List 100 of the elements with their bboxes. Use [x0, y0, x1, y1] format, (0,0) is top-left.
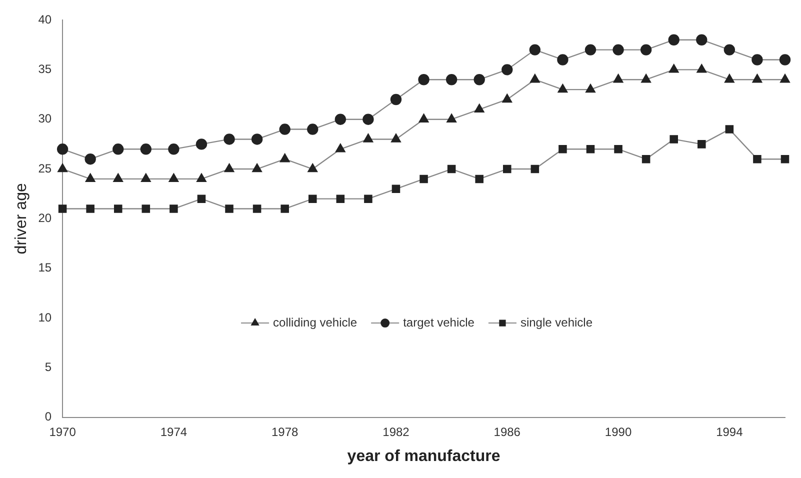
point: [362, 114, 374, 125]
legend-label: colliding vehicle: [273, 315, 358, 330]
point: [391, 134, 401, 142]
point: [530, 74, 540, 83]
point: [140, 144, 152, 155]
point: [670, 135, 678, 144]
point: [252, 163, 262, 172]
point: [584, 44, 596, 56]
point: [418, 74, 430, 86]
point: [780, 154, 790, 164]
point: [502, 64, 513, 76]
point: [613, 74, 624, 83]
x-tick-label: 1986: [494, 424, 521, 439]
point: [725, 125, 734, 134]
point: [58, 163, 68, 172]
y-tick-label: 35: [38, 62, 52, 76]
point: [168, 144, 180, 155]
point: [142, 204, 150, 213]
point: [668, 34, 680, 46]
x-tick-label: 1974: [160, 424, 188, 439]
point: [668, 64, 679, 73]
point: [363, 134, 374, 142]
point: [225, 204, 234, 213]
x-tick-label: 1990: [604, 424, 632, 439]
point: [112, 144, 124, 155]
point: [698, 140, 706, 148]
point: [140, 173, 151, 182]
point: [56, 144, 68, 155]
point: [334, 114, 346, 125]
point: [529, 44, 541, 56]
x-tick-label: 1982: [382, 424, 410, 439]
point: [308, 163, 318, 172]
point: [586, 145, 595, 154]
point: [279, 124, 290, 135]
point: [558, 84, 568, 93]
point: [336, 194, 345, 203]
y-tick-label: 25: [38, 161, 52, 176]
point: [641, 74, 651, 83]
point: [197, 194, 206, 203]
point: [696, 64, 707, 73]
legend-label: single vehicle: [520, 315, 593, 330]
point: [446, 114, 456, 122]
point: [780, 74, 790, 83]
point: [84, 153, 96, 165]
x-tick-label: 1978: [271, 424, 299, 439]
point: [724, 74, 734, 83]
point: [308, 194, 317, 203]
point: [85, 173, 96, 182]
point: [364, 194, 372, 203]
point: [502, 94, 512, 103]
point: [586, 84, 596, 93]
point: [446, 74, 458, 86]
x-axis-title: year of manufacture: [347, 448, 500, 465]
point: [612, 44, 624, 56]
point: [335, 144, 346, 152]
point: [640, 44, 652, 56]
y-tick-label: 15: [38, 260, 52, 275]
x-tick-label: 1994: [716, 424, 744, 439]
point: [420, 174, 428, 184]
point: [251, 134, 263, 145]
point: [530, 164, 540, 174]
point: [475, 174, 484, 184]
point: [418, 114, 429, 122]
point: [503, 164, 512, 174]
point: [752, 54, 763, 66]
point: [224, 134, 235, 145]
y-tick-label: 40: [38, 12, 52, 26]
point: [779, 54, 791, 66]
legend-label: target vehicle: [403, 315, 475, 330]
point: [86, 204, 94, 213]
point: [474, 104, 484, 113]
point: [170, 204, 178, 213]
point: [196, 138, 208, 150]
point: [474, 74, 485, 86]
point: [642, 154, 650, 164]
point: [280, 153, 290, 162]
point: [614, 145, 622, 154]
point: [753, 154, 762, 164]
point: [557, 54, 568, 66]
point: [724, 44, 736, 56]
point: [114, 204, 122, 213]
point: [696, 34, 708, 46]
y-tick-label: 20: [38, 211, 52, 226]
point: [252, 204, 262, 213]
y-tick-label: 10: [38, 310, 52, 324]
y-tick-label: 0: [44, 410, 52, 424]
point: [224, 163, 234, 172]
point: [392, 184, 400, 194]
x-tick-label: 1970: [49, 424, 76, 439]
point: [447, 164, 456, 174]
point: [58, 204, 67, 213]
point: [196, 173, 206, 182]
point: [558, 145, 567, 154]
point: [752, 74, 762, 83]
y-axis-title: driver age: [13, 183, 30, 254]
point: [390, 94, 402, 106]
y-tick-label: 5: [44, 360, 52, 374]
point: [168, 173, 179, 182]
point: [113, 173, 124, 182]
point: [280, 204, 289, 213]
